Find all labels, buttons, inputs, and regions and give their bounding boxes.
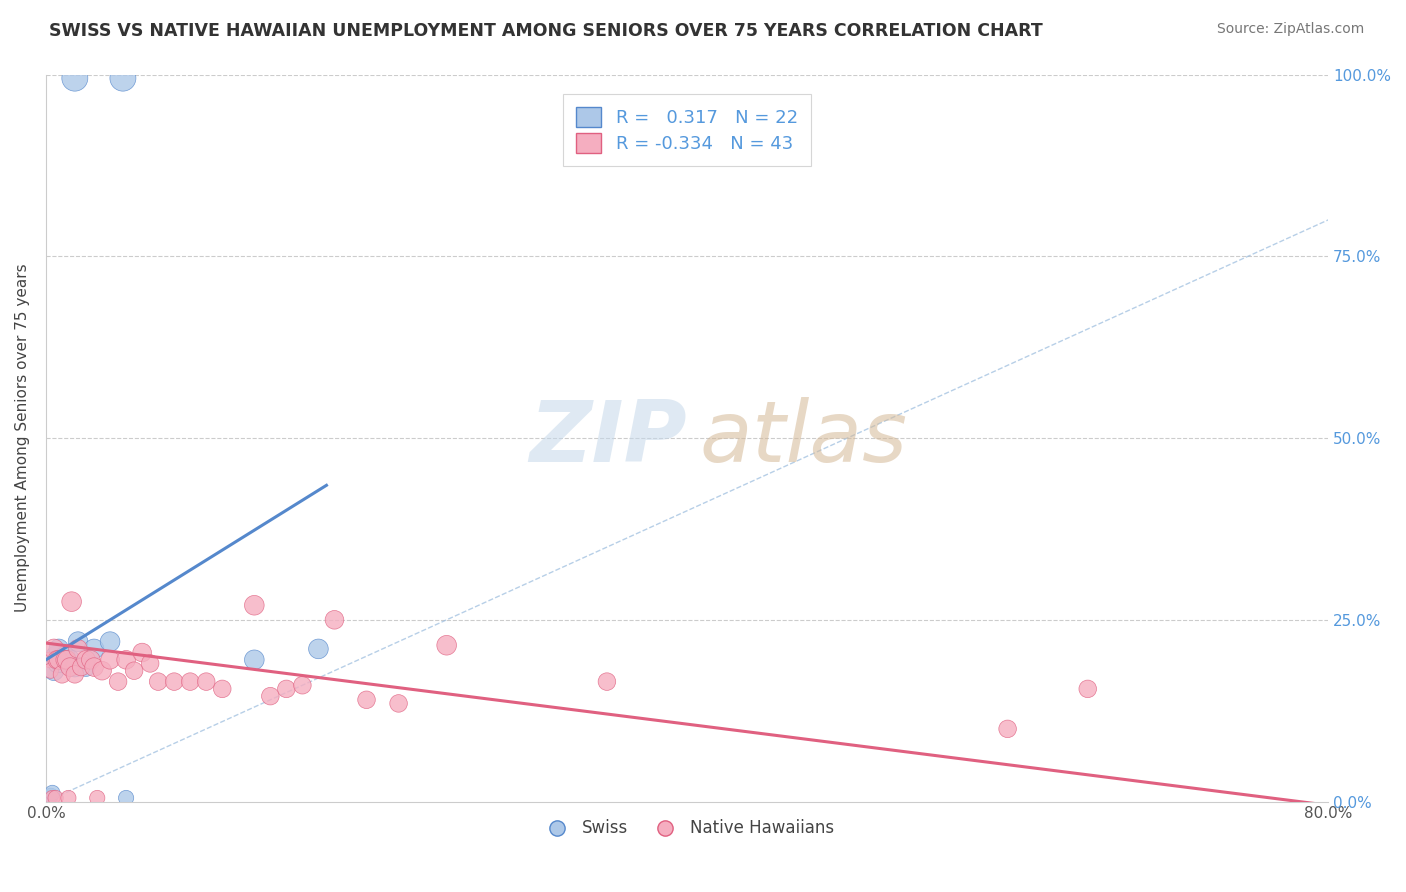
- Point: [56, 653, 79, 667]
- Point: [53, 653, 76, 667]
- Point: [323, 613, 346, 627]
- Point: [91, 664, 114, 678]
- Point: [38, 653, 60, 667]
- Point: [356, 693, 378, 707]
- Point: [46, 653, 69, 667]
- Text: atlas: atlas: [700, 397, 908, 480]
- Point: [63, 71, 86, 86]
- Point: [596, 674, 619, 689]
- Point: [59, 653, 82, 667]
- Point: [86, 791, 108, 805]
- Point: [45, 791, 67, 805]
- Point: [146, 674, 169, 689]
- Point: [80, 653, 103, 667]
- Point: [131, 646, 153, 660]
- Point: [49, 657, 72, 671]
- Point: [307, 641, 329, 656]
- Point: [75, 653, 97, 667]
- Point: [75, 660, 97, 674]
- Point: [98, 653, 121, 667]
- Point: [115, 791, 138, 805]
- Text: SWISS VS NATIVE HAWAIIAN UNEMPLOYMENT AMONG SENIORS OVER 75 YEARS CORRELATION CH: SWISS VS NATIVE HAWAIIAN UNEMPLOYMENT AM…: [49, 22, 1043, 40]
- Point: [66, 634, 89, 648]
- Point: [48, 641, 70, 656]
- Point: [39, 664, 62, 678]
- Text: Source: ZipAtlas.com: Source: ZipAtlas.com: [1216, 22, 1364, 37]
- Point: [98, 634, 121, 648]
- Point: [46, 657, 69, 671]
- Point: [259, 689, 281, 703]
- Point: [139, 657, 162, 671]
- Point: [63, 667, 86, 681]
- Point: [122, 664, 145, 678]
- Point: [42, 641, 65, 656]
- Point: [997, 722, 1019, 736]
- Point: [66, 641, 89, 656]
- Point: [211, 681, 233, 696]
- Point: [58, 791, 80, 805]
- Point: [83, 660, 105, 674]
- Point: [41, 786, 63, 800]
- Legend: Swiss, Native Hawaiians: Swiss, Native Hawaiians: [533, 813, 841, 844]
- Point: [70, 660, 93, 674]
- Point: [115, 653, 138, 667]
- Point: [60, 594, 83, 608]
- Point: [51, 667, 73, 681]
- Point: [56, 653, 79, 667]
- Point: [243, 599, 266, 613]
- Point: [163, 674, 186, 689]
- Point: [51, 653, 73, 667]
- Point: [42, 664, 65, 678]
- Point: [276, 681, 298, 696]
- Point: [48, 653, 70, 667]
- Point: [53, 649, 76, 664]
- Point: [63, 660, 86, 674]
- Point: [179, 674, 201, 689]
- Point: [59, 660, 82, 674]
- Point: [387, 697, 409, 711]
- Point: [38, 791, 60, 805]
- Point: [107, 674, 129, 689]
- Point: [39, 789, 62, 803]
- Y-axis label: Unemployment Among Seniors over 75 years: Unemployment Among Seniors over 75 years: [15, 264, 30, 613]
- Point: [45, 649, 67, 664]
- Text: ZIP: ZIP: [530, 397, 688, 480]
- Point: [243, 653, 266, 667]
- Point: [111, 71, 134, 86]
- Point: [1077, 681, 1099, 696]
- Point: [436, 638, 458, 652]
- Point: [41, 791, 63, 805]
- Point: [195, 674, 218, 689]
- Point: [83, 641, 105, 656]
- Point: [291, 678, 314, 692]
